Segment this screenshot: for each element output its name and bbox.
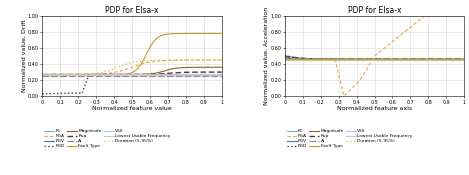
X-axis label: Normalized feature value: Normalized feature value <box>92 106 172 111</box>
Legend: FC, PGA, PGV, PGD, Magnitude, Rup, Ai, Fault Type, VS0, Lowest Usable Frequency,: FC, PGA, PGV, PGD, Magnitude, Rup, Ai, F… <box>45 129 170 148</box>
Title: PDP for Elsa-x: PDP for Elsa-x <box>348 6 401 15</box>
Y-axis label: Normalized value, Acceleration: Normalized value, Acceleration <box>264 7 269 105</box>
Title: PDP for Elsa-x: PDP for Elsa-x <box>105 6 159 15</box>
X-axis label: Normalized feature axis: Normalized feature axis <box>337 106 412 111</box>
Y-axis label: Normalized value, Drift: Normalized value, Drift <box>22 20 26 92</box>
Legend: FC, PGA, PGV, PGD, Magnitude, Rup, Ai, Fault Type, VS0, Lowest Usable Frequency,: FC, PGA, PGV, PGD, Magnitude, Rup, Ai, F… <box>287 129 413 148</box>
